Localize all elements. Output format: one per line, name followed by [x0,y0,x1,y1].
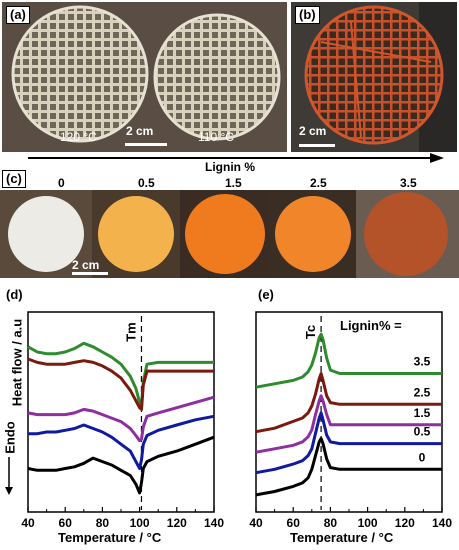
lignin-value-0: 0 [58,176,65,190]
chart-dsc-heating: 40 60 80 100 120 140 Tm [21,311,224,530]
lignin-value-1-5: 1.5 [225,176,242,190]
x-tick-label: 60 [59,516,73,530]
chart-d-endo-label: Endo [2,421,18,454]
endo-arrow [5,457,13,495]
series-line [255,437,442,497]
disc-0 [8,196,84,272]
scale-bar-a [125,143,167,146]
series-line [28,414,215,470]
x-tick-label: 100 [358,516,378,530]
series-label: 0 [419,450,426,464]
panel-a-scaffolds [11,5,281,146]
chart-e-legend-title: Lignin% = [340,318,402,333]
x-tick-label: 80 [96,516,110,530]
series-line [255,372,442,434]
series-line [27,435,215,495]
series-line [27,395,215,443]
x-tick-label: 100 [130,516,150,530]
series-label: 0.5 [414,425,431,439]
x-tick-label: 80 [324,516,338,530]
x-tick-label: 120 [395,516,415,530]
scale-label-b: 2 cm [299,124,327,138]
x-tick-label: 40 [21,516,35,530]
scaffold-lignin [304,5,444,145]
panel-a-photo: (a) 120 °C 2 cm 110 °C [2,2,287,152]
series-line [255,332,442,389]
x-tick-label: 40 [249,516,263,530]
panel-label-e: (e) [258,287,274,302]
scale-label-c: 2 cm [72,258,100,272]
panel-label-b: (b) [295,6,320,24]
disc-1-5 [185,194,265,274]
lignin-arrow [28,153,444,163]
x-tick-label: 60 [287,516,301,530]
panel-c-discs [0,190,459,278]
panel-label-a: (a) [6,6,30,24]
lignin-value-0-5: 0.5 [138,176,155,190]
series-label: 1.5 [414,406,431,420]
panel-label-c: (c) [2,170,26,188]
x-tick-label: 120 [167,516,187,530]
chart-e-xlabel: Temperature / °C [290,530,394,545]
panel-b-scaffold [299,2,457,152]
lignin-value-2-5: 2.5 [310,176,327,190]
scale-label-a: 2 cm [126,124,154,138]
series-label: 2.5 [414,385,431,399]
scale-bar-c [72,272,108,275]
disc-2-5 [275,196,351,272]
panel-label-d: (d) [6,287,23,302]
scale-bar-b [299,144,335,147]
temp-label-110: 110 °C [198,130,234,144]
annotation-label: Tm [123,322,138,342]
scaffold-120c [11,5,149,143]
scaffold-110c [153,13,281,141]
series-line [255,411,442,475]
temp-label-120: 120 °C [60,130,97,144]
x-tick-label: 140 [432,516,452,530]
panel-b-photo: (b) 2 cm [291,2,457,152]
series-line [255,394,442,454]
annotation-label: Tc [303,325,318,339]
chart-d-ylabel: Heat flow / a.u [9,318,25,407]
series-line [27,357,214,411]
series-label: 3.5 [414,355,431,369]
plot-frame [27,311,215,513]
series-line [27,341,214,408]
disc-0-5 [98,196,174,272]
chart-d-xlabel: Temperature / °C [58,530,162,545]
lignin-arrow-label: Lignin % [205,160,255,174]
lignin-value-3-5: 3.5 [400,176,417,190]
disc-3-5 [364,192,448,276]
x-tick-label: 140 [204,516,224,530]
chart-dsc-cooling: 40 60 80 100 120 140 Tc 3.5 2.5 1.5 0.5 0 [249,311,452,530]
